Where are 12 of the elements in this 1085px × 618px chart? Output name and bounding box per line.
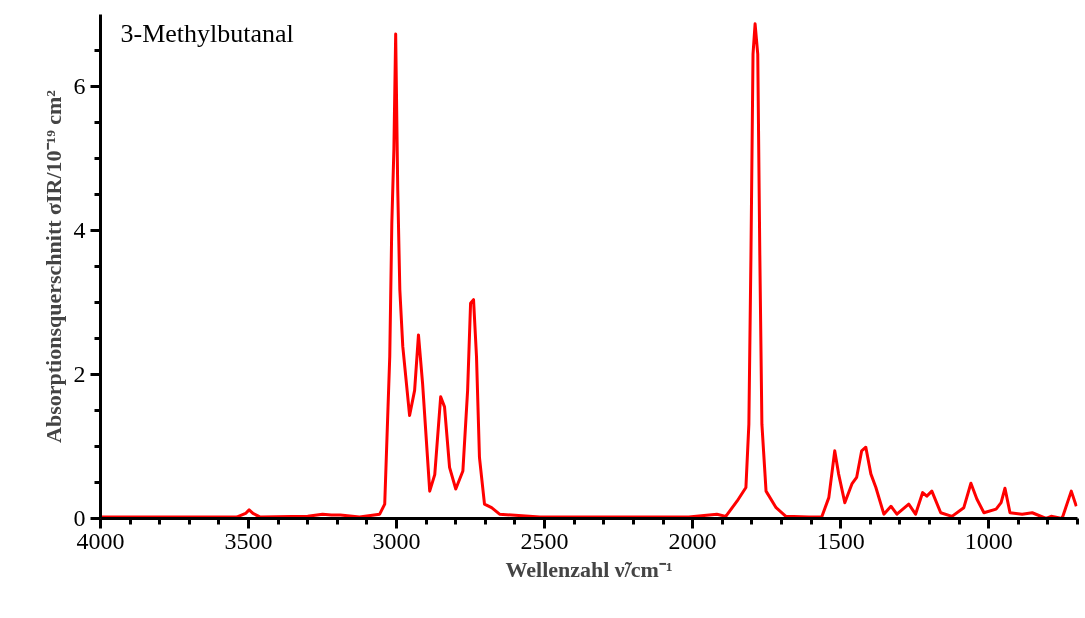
y-tick-label: 6 xyxy=(73,73,86,99)
chart-title: 3-Methylbutanal xyxy=(120,18,294,48)
x-axis-title: Wellenzahl ν̃/cm⁻¹ xyxy=(505,556,673,582)
x-tick-label: 1500 xyxy=(816,527,865,554)
x-tick-label: 3500 xyxy=(224,527,273,554)
x-tick-label: 1000 xyxy=(964,527,1013,554)
y-axis-title: Absorptionsquerschnitt σIR/10⁻¹⁹ cm² xyxy=(40,89,66,443)
x-tick-label: 2000 xyxy=(668,527,717,554)
x-tick-label: 3000 xyxy=(372,527,421,554)
x-tick-label: 2500 xyxy=(520,527,569,554)
y-tick-label: 4 xyxy=(73,217,86,243)
y-tick-label: 2 xyxy=(73,361,86,387)
